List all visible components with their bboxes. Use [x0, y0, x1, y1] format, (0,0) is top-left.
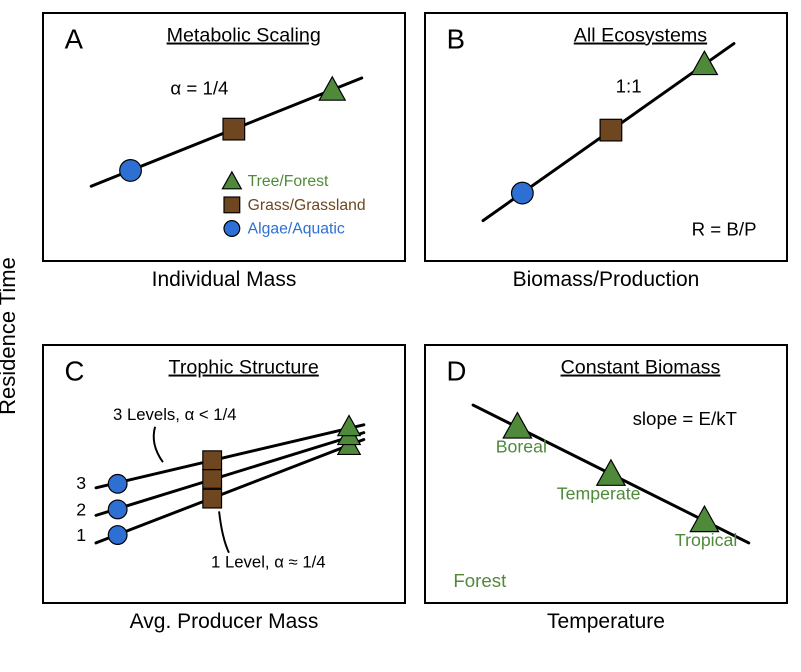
level-number: 1 — [76, 525, 86, 545]
panel-b-cell: B All Ecosystems 1:1 R = B/P Biomass/Pro… — [424, 12, 788, 328]
panel-title: All Ecosystems — [574, 25, 708, 47]
x-axis-label: Avg. Producer Mass — [42, 610, 406, 634]
pointer-arrow-bottom — [219, 511, 229, 552]
biome-label: Temperate — [557, 484, 641, 504]
legend-triangle-icon — [222, 172, 241, 189]
pointer-arrow-top — [154, 427, 163, 462]
alpha-annotation: α = 1/4 — [170, 78, 228, 99]
panel-title: Metabolic Scaling — [167, 25, 321, 47]
circle-marker — [108, 500, 127, 519]
panel-d-cell: D Constant Biomass slope = E/kT Forest B… — [424, 344, 788, 660]
triangle-marker — [319, 77, 345, 100]
panel-letter: C — [64, 355, 84, 386]
level-number: 3 — [76, 473, 86, 493]
figure-grid: A Metabolic Scaling α = 1/4 Tree/Forest G… — [42, 12, 788, 660]
square-marker — [203, 451, 222, 470]
panel-letter: A — [65, 23, 84, 54]
legend-label: Grass/Grassland — [248, 197, 366, 214]
panel-b: B All Ecosystems 1:1 R = B/P — [424, 12, 788, 262]
square-marker — [203, 470, 222, 489]
triangle-marker — [691, 51, 717, 74]
forest-label: Forest — [453, 570, 507, 591]
x-axis-label: Temperature — [424, 610, 788, 634]
triangle-marker — [597, 460, 625, 486]
panel-a-svg: A Metabolic Scaling α = 1/4 Tree/Forest G… — [44, 14, 404, 260]
circle-marker — [120, 160, 142, 182]
panel-d: D Constant Biomass slope = E/kT Forest B… — [424, 344, 788, 604]
circle-marker — [512, 182, 534, 204]
triangle-marker — [690, 506, 718, 532]
square-marker — [223, 118, 245, 140]
panel-a: A Metabolic Scaling α = 1/4 Tree/Forest G… — [42, 12, 406, 262]
biome-label: Boreal — [496, 436, 547, 456]
trophic-line-2 — [96, 433, 364, 516]
line-and-markers — [483, 44, 734, 221]
formula-annotation: R = B/P — [692, 218, 757, 239]
x-axis-label: Individual Mass — [42, 268, 406, 292]
trophic-lines — [96, 425, 364, 543]
legend: Tree/Forest Grass/Grassland Algae/Aquatic — [222, 172, 365, 238]
panel-c-cell: C Trophic Structure 3 Levels, α < 1/4 1 … — [42, 344, 406, 660]
y-axis-label: Residence Time — [0, 257, 21, 415]
legend-label: Algae/Aquatic — [248, 220, 345, 237]
level-number: 2 — [76, 499, 86, 519]
square-marker — [600, 119, 622, 141]
panel-d-svg: D Constant Biomass slope = E/kT Forest B… — [426, 346, 786, 602]
panel-letter: D — [446, 355, 466, 386]
legend-label: Tree/Forest — [248, 173, 329, 190]
x-axis-label: Biomass/Production — [424, 268, 788, 292]
panel-b-svg: B All Ecosystems 1:1 R = B/P — [426, 14, 786, 260]
triangle-marker — [503, 413, 531, 439]
panel-c: C Trophic Structure 3 Levels, α < 1/4 1 … — [42, 344, 406, 604]
circle-marker — [108, 474, 127, 493]
legend-circle-icon — [224, 221, 240, 237]
panel-letter: B — [447, 23, 465, 54]
panel-c-svg: C Trophic Structure 3 Levels, α < 1/4 1 … — [44, 346, 404, 602]
panel-a-cell: A Metabolic Scaling α = 1/4 Tree/Forest G… — [42, 12, 406, 328]
square-marker — [203, 489, 222, 508]
circle-marker — [108, 526, 127, 545]
slope-annotation: slope = E/kT — [633, 408, 737, 429]
legend-square-icon — [224, 197, 240, 213]
three-levels-annotation: 3 Levels, α < 1/4 — [113, 405, 237, 424]
level-labels: 3 2 1 — [76, 473, 86, 545]
panel-title: Trophic Structure — [169, 357, 319, 379]
one-level-annotation: 1 Level, α ≈ 1/4 — [211, 553, 326, 572]
panel-title: Constant Biomass — [561, 357, 721, 379]
ratio-annotation: 1:1 — [616, 76, 642, 97]
biome-label: Tropical — [675, 530, 737, 550]
